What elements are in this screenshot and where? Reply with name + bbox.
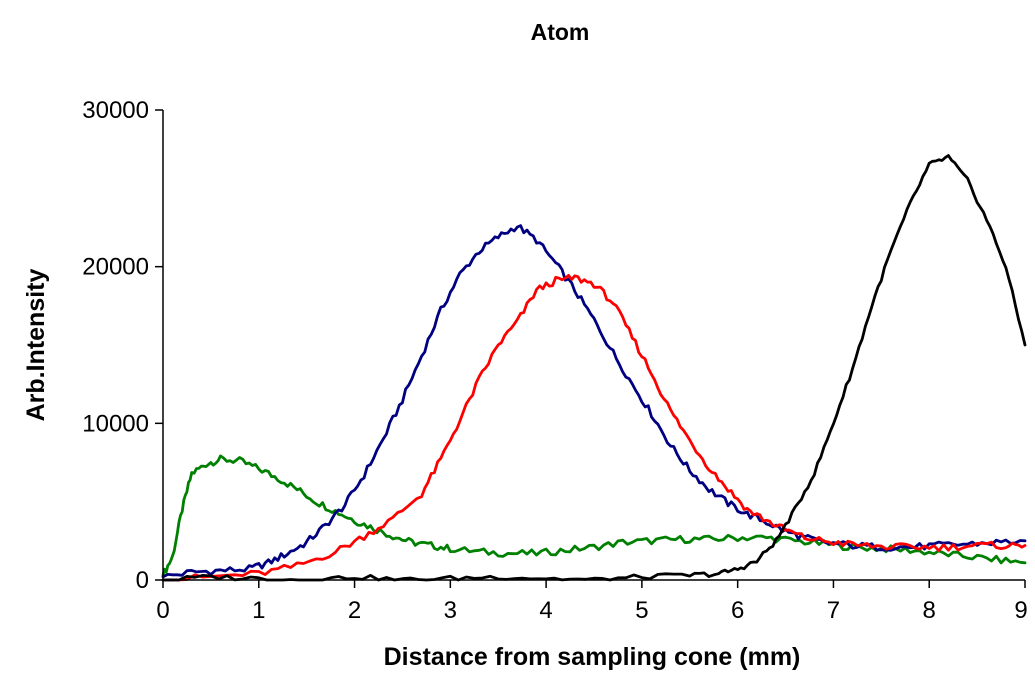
x-tick-label: 9 [1014, 597, 1027, 624]
x-axis-label: Distance from sampling cone (mm) [384, 643, 801, 671]
series-layer [161, 154, 1027, 582]
x-tick-label: 4 [539, 597, 552, 624]
x-tick-label: 2 [348, 597, 361, 624]
y-tick-label: 20000 [82, 254, 149, 281]
x-tick-label: 0 [156, 597, 169, 624]
x-tick-label: 7 [827, 597, 840, 624]
y-tick-label: 30000 [82, 97, 149, 124]
x-axis-ticks: 0 1 2 3 4 5 6 7 8 9 [156, 580, 1028, 624]
series-line [161, 454, 1027, 577]
y-axis-ticks: 0 10000 20000 30000 [82, 97, 163, 594]
series-line [161, 273, 1027, 582]
x-tick-label: 5 [635, 597, 648, 624]
x-tick-label: 3 [444, 597, 457, 624]
y-tick-label: 10000 [82, 410, 149, 437]
x-tick-label: 8 [923, 597, 936, 624]
series-line [161, 224, 1027, 579]
y-tick-label: 0 [136, 567, 149, 594]
x-tick-label: 1 [252, 597, 265, 624]
series-line [161, 154, 1027, 582]
y-axis-label: Arb.Intensity [22, 269, 50, 422]
chart-title: Atom [531, 19, 590, 45]
x-tick-label: 6 [731, 597, 744, 624]
